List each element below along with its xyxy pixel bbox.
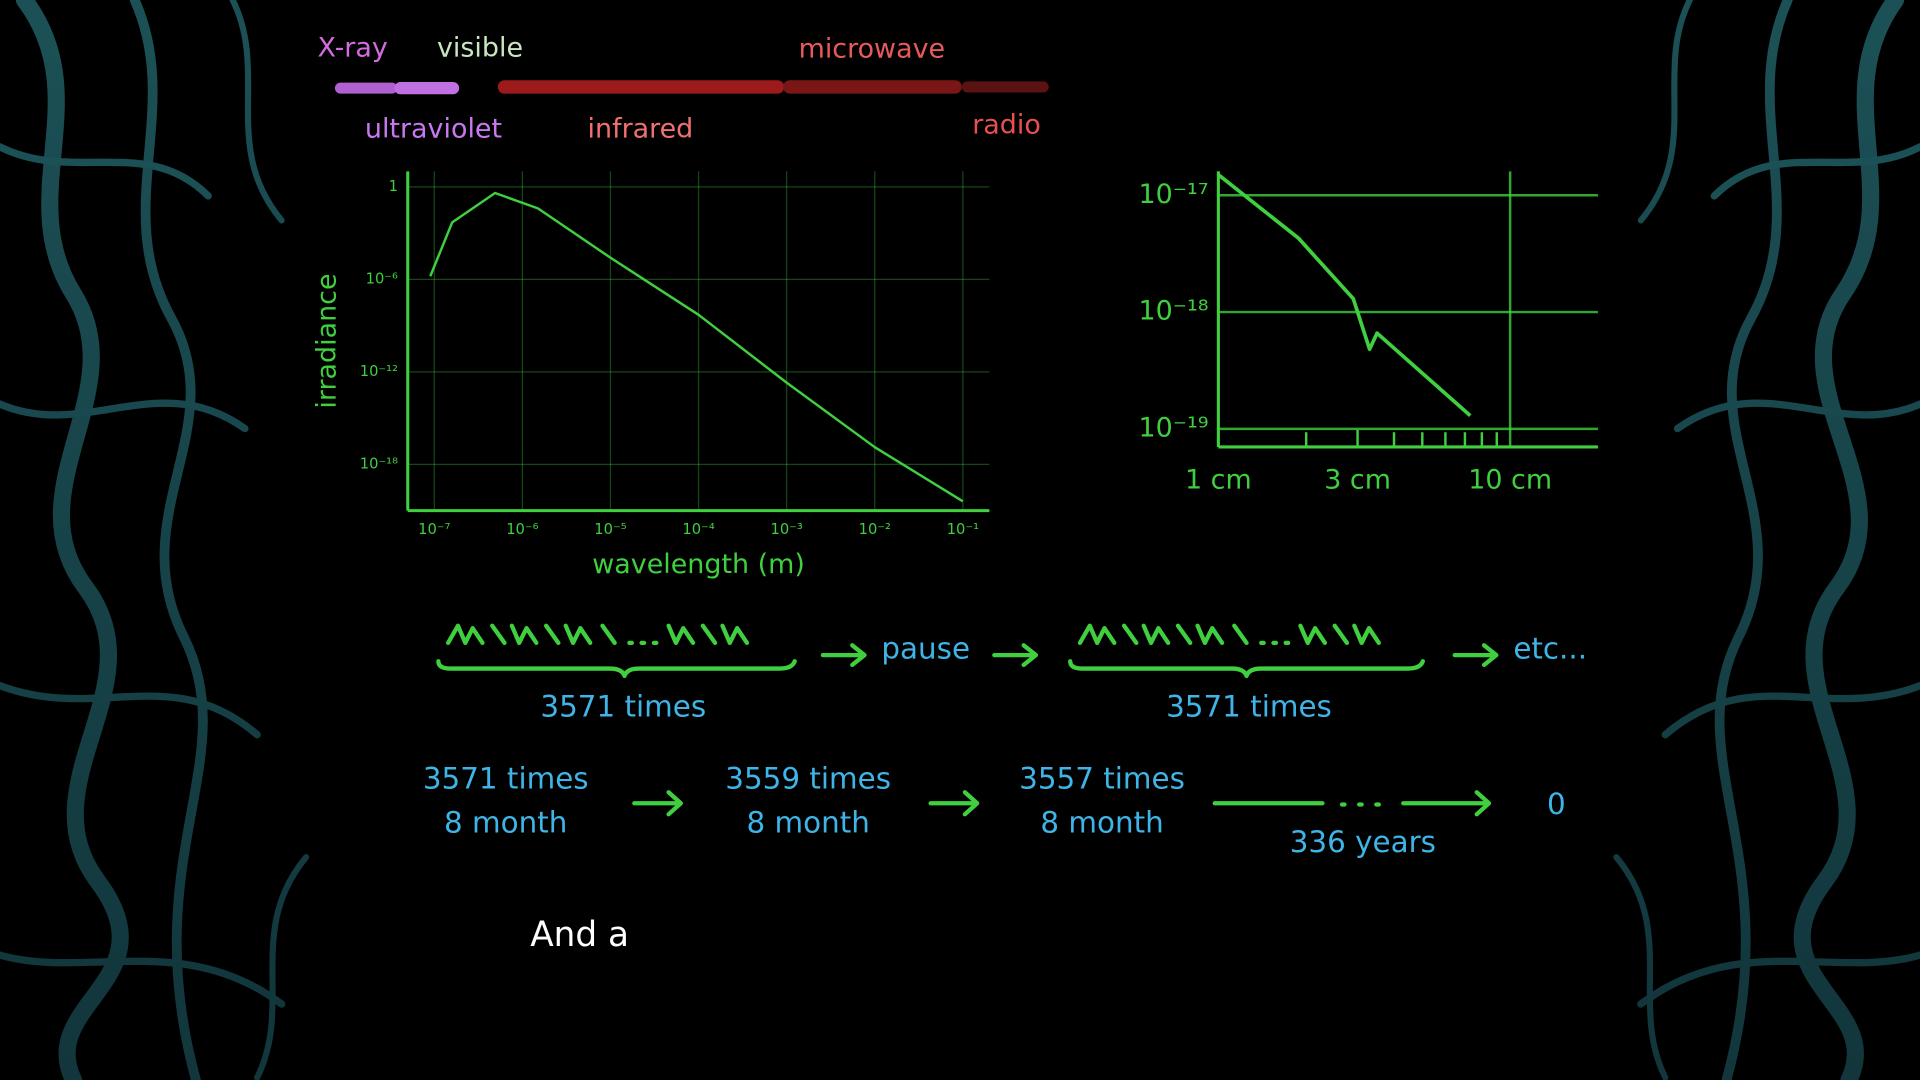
count-label: 3571 times xyxy=(423,762,589,796)
subtitle: And a xyxy=(530,915,629,955)
x-tick-label: 10 cm xyxy=(1468,465,1552,496)
charts: 1 10⁻⁶ 10⁻¹² 10⁻¹⁸ 10⁻⁷ 10⁻⁶ 10⁻⁵ 10⁻⁴ 10⁻³ 10⁻² 1… xyxy=(312,171,1598,580)
x-tick-label: 10⁻⁶ xyxy=(506,521,538,538)
arrow xyxy=(992,643,1039,668)
y-axis-label: irradiance xyxy=(312,273,343,408)
count-label: 3571 times xyxy=(1166,689,1332,723)
etc-label: etc... xyxy=(1513,632,1587,666)
y-tick-label: 10⁻¹⁷ xyxy=(1139,179,1209,210)
brace xyxy=(436,659,797,679)
period-label: 8 month xyxy=(444,806,567,840)
x-tick-label: 10⁻¹ xyxy=(947,521,979,538)
period-label: 8 month xyxy=(1040,806,1163,840)
y-tick-label: 10⁻¹² xyxy=(360,363,398,380)
y-tick-label: 10⁻¹⁸ xyxy=(360,455,398,472)
span-label: 336 years xyxy=(1290,825,1436,859)
y-tick-label: 10⁻⁶ xyxy=(366,270,398,287)
x-tick-label: 10⁻³ xyxy=(770,521,802,538)
data-line xyxy=(429,191,964,503)
y-tick-label: 10⁻¹⁸ xyxy=(1139,296,1209,327)
chart: 1 10⁻⁶ 10⁻¹² 10⁻¹⁸ 10⁻⁷ 10⁻⁶ 10⁻⁵ 10⁻⁴ 10⁻³ 10⁻² 1… xyxy=(312,171,990,580)
period-label: 8 month xyxy=(746,806,869,840)
y-tick-label: 10⁻¹⁹ xyxy=(1139,412,1209,443)
arrow xyxy=(928,790,980,817)
count-label: 3571 times xyxy=(540,689,706,723)
arrow xyxy=(632,790,683,817)
x-tick-label: 3 cm xyxy=(1324,465,1391,496)
spectrum-label: ultraviolet xyxy=(365,113,502,144)
data-line xyxy=(1217,173,1472,417)
spectrum-label: visible xyxy=(437,32,523,63)
spectrum-band xyxy=(334,80,1049,95)
long-arrow xyxy=(1212,790,1492,817)
spectrum-label: X-ray xyxy=(317,32,387,63)
sequence-row-1: 3571 times pause 3571 times etc... xyxy=(436,623,1587,723)
chart: 10⁻¹⁷ 10⁻¹⁸ 10⁻¹⁹ 1 cm 3 cm 10 cm xyxy=(1139,171,1598,496)
sequence-row-2: 3571 times 8 month 3559 times 8 month 35… xyxy=(423,762,1566,860)
wave-squiggle xyxy=(1077,623,1381,645)
spectrum-label: infrared xyxy=(588,113,694,144)
pause-label: pause xyxy=(881,632,970,666)
x-tick-label: 1 cm xyxy=(1185,465,1252,496)
x-tick-label: 10⁻⁷ xyxy=(418,521,450,538)
spectrum-label: microwave xyxy=(799,34,945,65)
x-tick-label: 10⁻⁵ xyxy=(594,521,626,538)
spectrum-label: radio xyxy=(972,110,1041,141)
y-tick-label: 1 xyxy=(389,178,398,195)
arrow xyxy=(820,643,867,668)
x-axis-label: wavelength (m) xyxy=(592,549,805,580)
brace xyxy=(1068,659,1425,679)
count-label: 3559 times xyxy=(725,762,891,796)
end-label: 0 xyxy=(1547,787,1566,821)
x-tick-label: 10⁻² xyxy=(859,521,891,538)
count-label: 3557 times xyxy=(1019,762,1185,796)
arrow xyxy=(1452,643,1499,668)
wave-squiggle xyxy=(446,623,750,645)
x-tick-label: 10⁻⁴ xyxy=(682,521,714,538)
